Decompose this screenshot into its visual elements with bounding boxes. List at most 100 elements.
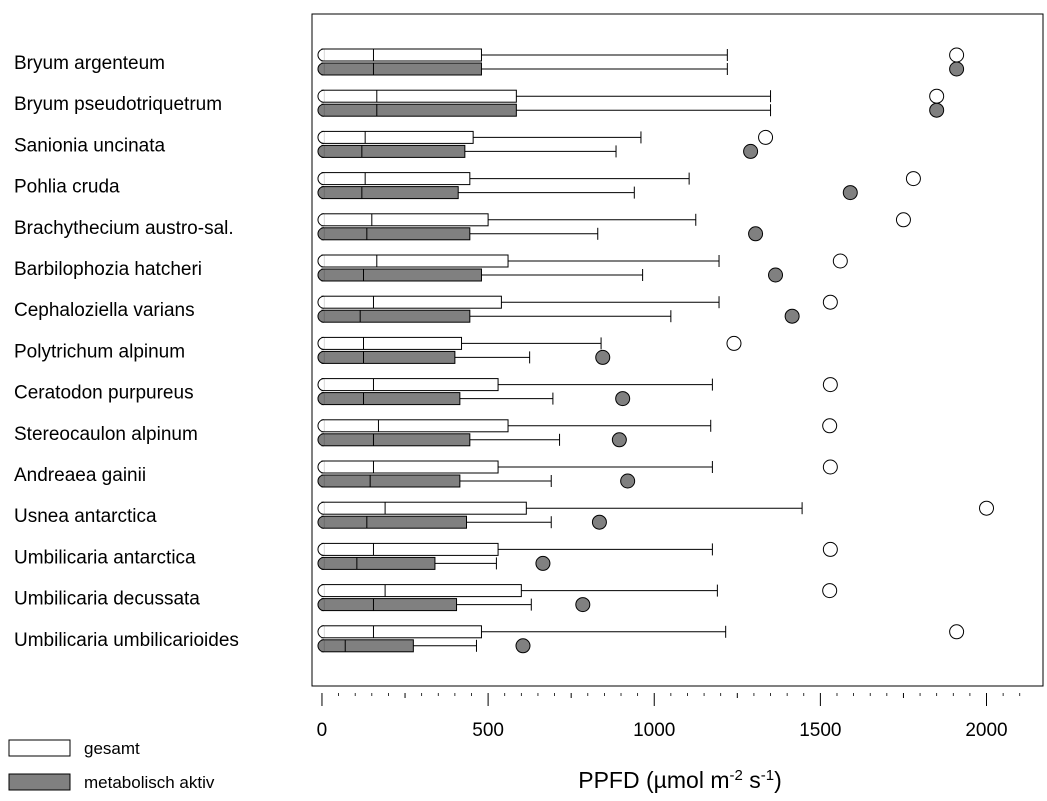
min-cap [317,309,325,323]
box-aktiv [317,432,627,448]
min-cap [317,350,325,364]
box-aktiv [317,514,607,530]
box-plots [317,47,995,654]
min-cap [317,48,325,62]
outlier-point [822,294,838,310]
box-body [321,556,436,570]
x-tick-label: 2000 [965,720,1007,741]
min-cap [317,556,325,570]
min-cap [317,598,325,612]
box-aktiv [317,391,631,407]
min-cap [317,172,325,186]
box-gesamt [317,624,965,640]
outlier-point [758,129,774,145]
box-body [321,309,471,323]
box-aktiv [317,638,531,654]
x-axis: 0 500 1000 1500 2000 [317,693,1021,741]
outlier-point [515,638,531,654]
min-cap [317,378,325,392]
box-body [321,213,489,227]
outlier-point [949,624,965,640]
category-label: Umbilicaria umbilicarioides [14,630,239,651]
category-label: Sanionia uncinata [14,135,165,156]
outlier-point [822,459,838,475]
box-gesamt [317,583,838,599]
plot-border [311,13,1044,687]
box-aktiv [317,185,858,201]
plot-frame [311,13,1044,687]
outlier-point [784,308,800,324]
category-labels: Bryum argenteum Bryum pseudotriquetrum San… [14,53,239,651]
outlier-point [611,432,627,448]
box-gesamt [317,459,838,475]
box-body [321,501,527,515]
box-body [321,350,456,364]
outlier-point [768,267,784,283]
outlier-point [979,500,995,516]
outlier-point [895,212,911,228]
min-cap [317,639,325,653]
legend-swatch [8,739,71,757]
box-body [321,433,471,447]
box-body [321,515,468,529]
outlier-point [595,349,611,365]
box-gesamt [317,541,838,557]
outlier-point [535,555,551,571]
outlier-point [949,47,965,63]
box-aktiv [317,61,965,77]
box-gesamt [317,500,995,516]
min-cap [317,515,325,529]
outlier-point [591,514,607,530]
box-body [321,172,471,186]
box-aktiv [317,143,759,159]
outlier-point [949,61,965,77]
box-body [321,89,517,103]
legend-label: gesamt [84,739,140,758]
box-aktiv [317,473,636,489]
outlier-point [748,226,764,242]
category-label: Barbilophozia hatcheri [14,259,202,280]
min-cap [317,542,325,556]
outlier-point [929,88,945,104]
min-cap [317,433,325,447]
box-body [321,542,499,556]
min-cap [317,501,325,515]
x-tick-label: 1500 [799,720,841,741]
category-label: Bryum pseudotriquetrum [14,94,222,115]
box-body [321,392,461,406]
outlier-point [822,377,838,393]
box-gesamt [317,171,921,187]
outlier-point [615,391,631,407]
box-body [321,144,466,158]
x-tick-label: 1000 [633,720,675,741]
box-body [321,268,482,282]
box-body [321,378,499,392]
box-aktiv [317,597,591,613]
min-cap [317,62,325,76]
box-body [321,598,458,612]
box-gesamt [317,129,774,145]
x-tick-label: 500 [472,720,504,741]
legend: gesamt metabolisch aktiv [8,739,215,792]
category-label: Polytrichum alpinum [14,341,185,362]
min-cap [317,130,325,144]
min-cap [317,254,325,268]
outlier-point [822,418,838,434]
outlier-point [726,335,742,351]
outlier-point [929,102,945,118]
min-cap [317,295,325,309]
box-body [321,254,509,268]
min-cap [317,392,325,406]
outlier-point [905,171,921,187]
box-body [321,62,482,76]
box-body [321,103,517,117]
box-gesamt [317,335,742,351]
category-label: Andreaea gainii [14,465,146,486]
box-gesamt [317,294,838,310]
legend-swatch [8,773,71,791]
outlier-point [822,583,838,599]
min-cap [317,213,325,227]
category-label: Ceratodon purpureus [14,383,194,404]
box-body [321,625,482,639]
